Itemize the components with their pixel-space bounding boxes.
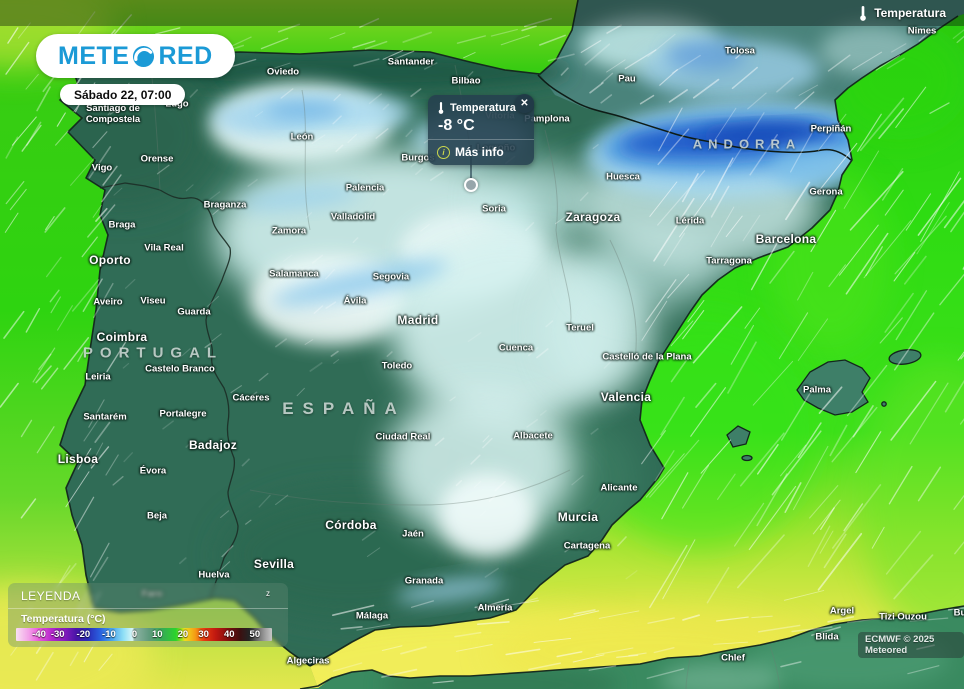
layer-label: Temperatura (874, 6, 946, 20)
wind-streaks-layer (0, 11, 964, 684)
info-icon: i (437, 145, 450, 159)
legend-tick: 50 (249, 629, 261, 640)
tooltip-close-button[interactable]: ✕ (515, 94, 534, 113)
date-badge[interactable]: Sábado 22, 07:00 (60, 84, 186, 105)
legend-tick: -20 (76, 629, 91, 640)
legend-tick: -40 (32, 629, 46, 640)
legend-tick: -10 (102, 629, 116, 640)
legend-tick: 10 (152, 629, 163, 640)
mas-info-label: Más info (455, 145, 504, 159)
close-icon: ✕ (520, 98, 529, 109)
legend-divider (8, 608, 288, 609)
legend-subtitle: Temperatura (°C) (21, 613, 106, 625)
layer-toggle-temperature[interactable]: Temperatura (858, 5, 946, 22)
legend-tick: 20 (177, 629, 189, 640)
tooltip-divider (428, 139, 534, 140)
map-marker[interactable] (464, 178, 478, 192)
legend-tick: 0 (131, 629, 138, 640)
logo-droplet-icon (133, 45, 155, 67)
date-label: Sábado 22, 07:00 (74, 87, 172, 102)
tooltip-value: -8 °C (438, 117, 475, 134)
brand-logo[interactable]: METE RED (36, 34, 235, 78)
legend-unit-suffix: z (266, 589, 270, 598)
thermometer-icon (860, 5, 867, 21)
map-tooltip: Temperatura -8 °C i Más info (428, 95, 534, 165)
legend-tick: 40 (223, 629, 235, 640)
legend-tick: 30 (198, 629, 209, 640)
tooltip-title: Temperatura (450, 102, 516, 114)
tooltip-thermometer-icon (438, 102, 444, 114)
legend-title: LEYENDA (21, 589, 81, 603)
legend-tick: -30 (50, 629, 65, 640)
top-bar: Temperatura (0, 0, 964, 26)
attribution-badge: ECMWF © 2025 Meteored (858, 632, 964, 658)
legend-colorbar: -40 -30 -20 -10 0 10 20 30 40 50 (16, 628, 272, 641)
brand-text-right: RED (158, 41, 213, 70)
brand-text-left: METE (58, 41, 130, 70)
mas-info-button[interactable]: i Más info (437, 145, 525, 159)
legend-panel: LEYENDA Temperatura (°C) -40 -30 -20 -10 0 10… (8, 583, 288, 647)
